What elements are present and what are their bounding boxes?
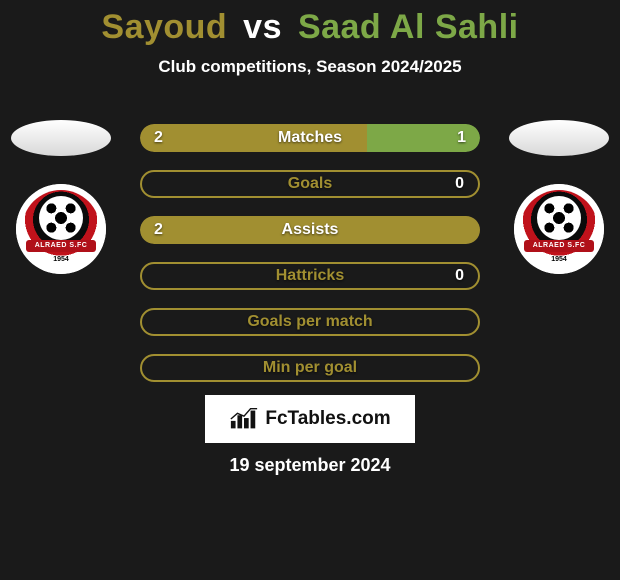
crest-shape: ALRAED S.FC 1954	[520, 190, 598, 268]
stat-label: Matches	[140, 124, 480, 152]
stat-row: 0Goals	[140, 170, 480, 198]
page-title: Sayoud vs Saad Al Sahli	[0, 0, 620, 47]
stat-label: Hattricks	[142, 264, 478, 288]
title-player1: Sayoud	[101, 8, 227, 46]
player2-area: ALRAED S.FC 1954	[504, 120, 614, 274]
stat-label: Assists	[140, 216, 480, 244]
title-vs: vs	[243, 8, 282, 46]
stat-label: Goals	[142, 172, 478, 196]
date: 19 september 2024	[0, 455, 620, 476]
crest-band: ALRAED S.FC	[524, 240, 594, 252]
watermark: FcTables.com	[205, 395, 415, 443]
title-player2: Saad Al Sahli	[298, 8, 519, 46]
watermark-text: FcTables.com	[265, 408, 390, 430]
stat-label: Min per goal	[142, 356, 478, 380]
stat-row: Goals per match	[140, 308, 480, 336]
stat-row: 21Matches	[140, 124, 480, 152]
comparison-card: Sayoud vs Saad Al Sahli Club competition…	[0, 0, 620, 580]
stat-label: Goals per match	[142, 310, 478, 334]
bar-chart-icon	[229, 407, 259, 431]
football-icon	[537, 196, 581, 240]
crest-year: 1954	[551, 256, 567, 263]
stat-row: Min per goal	[140, 354, 480, 382]
football-icon	[39, 196, 83, 240]
subtitle: Club competitions, Season 2024/2025	[0, 57, 620, 77]
player1-area: ALRAED S.FC 1954	[6, 120, 116, 274]
crest-band: ALRAED S.FC	[26, 240, 96, 252]
crest-shape: ALRAED S.FC 1954	[22, 190, 100, 268]
player2-club-crest: ALRAED S.FC 1954	[514, 184, 604, 274]
stat-row: 2Assists	[140, 216, 480, 244]
player1-club-crest: ALRAED S.FC 1954	[16, 184, 106, 274]
stat-row: 0Hattricks	[140, 262, 480, 290]
player1-silhouette	[11, 120, 111, 156]
stats-container: 21Matches 0Goals 2Assists 0Hattricks Goals p…	[140, 124, 480, 400]
player2-silhouette	[509, 120, 609, 156]
crest-year: 1954	[53, 256, 69, 263]
